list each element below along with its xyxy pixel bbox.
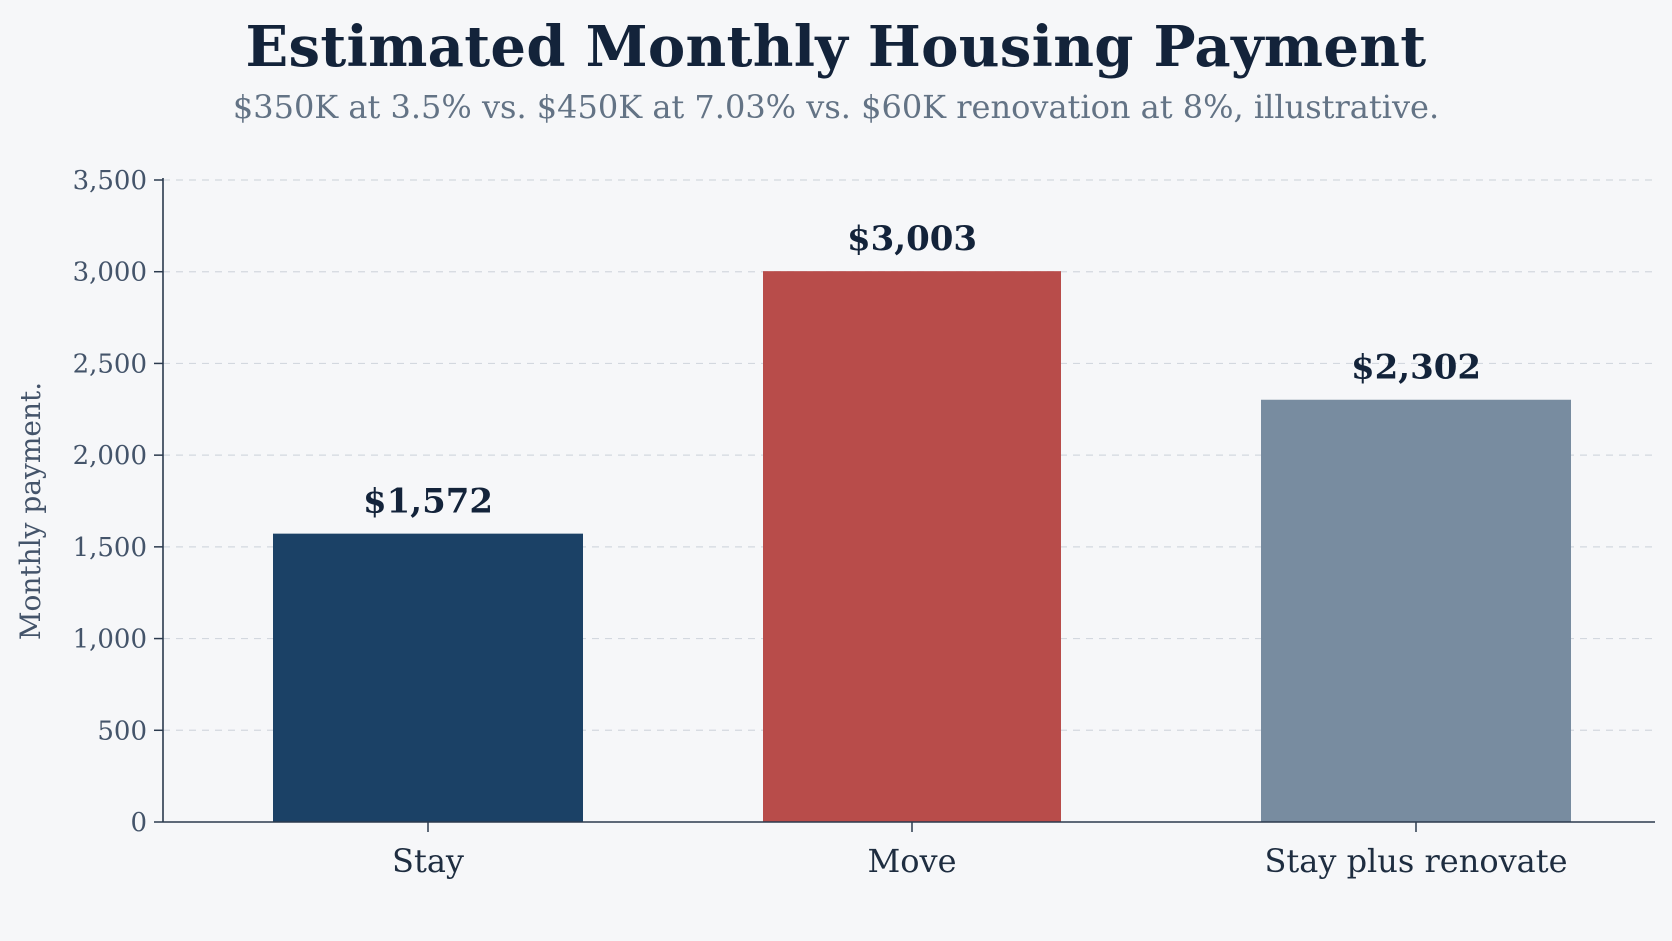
y-axis-title: Monthly payment. bbox=[14, 382, 47, 640]
y-tick-label: 500 bbox=[97, 716, 147, 746]
chart-subtitle: $350K at 3.5% vs. $450K at 7.03% vs. $60… bbox=[232, 88, 1440, 126]
bar bbox=[1261, 399, 1571, 822]
x-tick-label: Stay plus renovate bbox=[1264, 842, 1567, 880]
value-label: $2,302 bbox=[1351, 348, 1481, 388]
y-tick-label: 1,000 bbox=[73, 625, 147, 655]
chart-title: Estimated Monthly Housing Payment bbox=[245, 14, 1427, 80]
y-tick-label: 1,500 bbox=[73, 533, 147, 563]
y-tick-label: 3,000 bbox=[73, 258, 147, 288]
x-tick-label: Stay bbox=[392, 842, 464, 880]
value-label: $1,572 bbox=[363, 482, 493, 522]
y-tick-label: 3,500 bbox=[73, 166, 147, 196]
x-tick-label: Move bbox=[867, 842, 956, 880]
value-label: $3,003 bbox=[847, 219, 977, 259]
y-tick-label: 2,500 bbox=[73, 349, 147, 379]
bar bbox=[273, 533, 583, 822]
y-tick-label: 2,000 bbox=[73, 441, 147, 471]
y-tick-label: 0 bbox=[130, 808, 147, 838]
bar bbox=[763, 271, 1061, 822]
